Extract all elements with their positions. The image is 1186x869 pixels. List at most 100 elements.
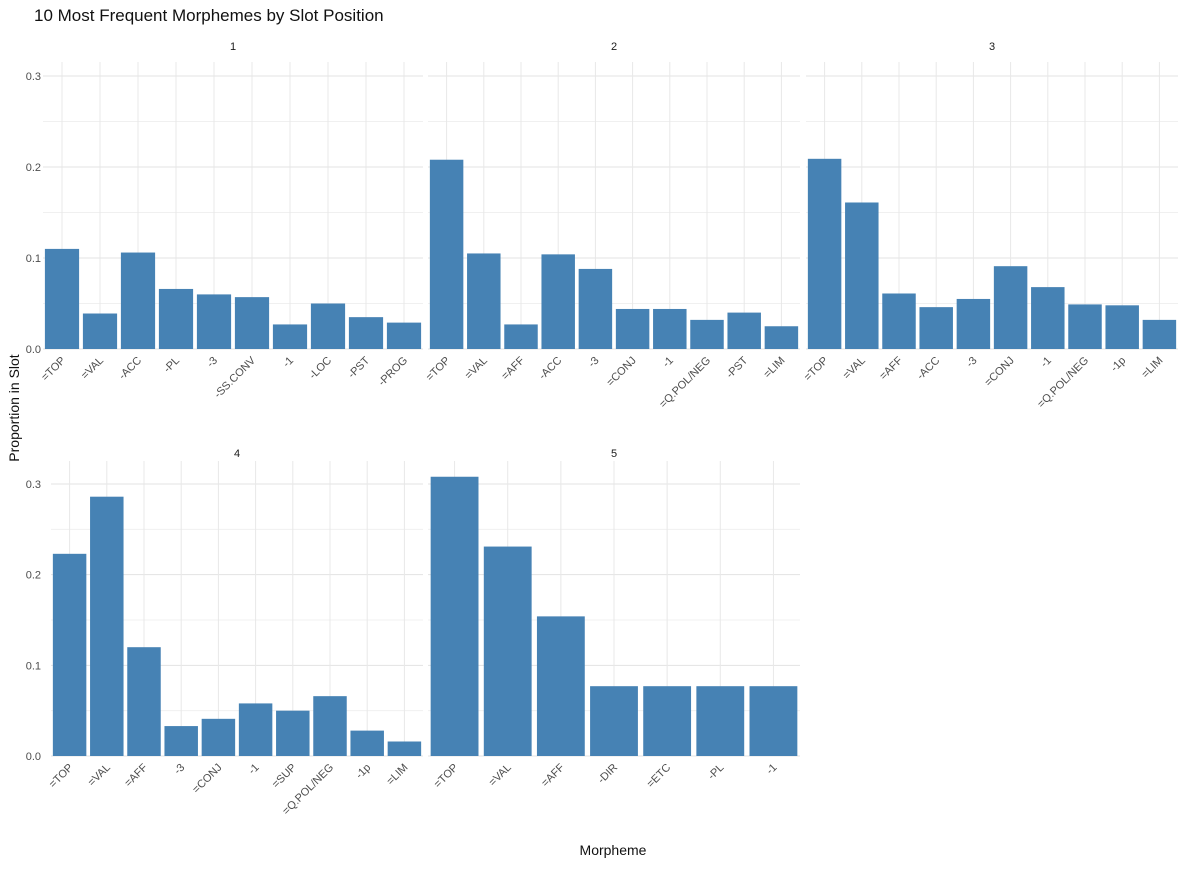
- y-tick-label: 0.1: [26, 660, 41, 672]
- x-tick-label: -PST: [724, 354, 750, 380]
- bar-1-5: [234, 297, 270, 349]
- bar-2-0: [429, 159, 464, 349]
- bar-1-8: [348, 317, 384, 349]
- bar-1-4: [196, 294, 232, 349]
- bar-1-7: [310, 303, 346, 349]
- bar-1-3: [158, 288, 194, 349]
- bar-3-4: [956, 298, 991, 349]
- x-tick-label: -PL: [162, 355, 183, 376]
- bar-4-0: [52, 553, 87, 756]
- bar-5-0: [430, 476, 479, 756]
- bar-3-9: [1142, 319, 1177, 349]
- bar-5-6: [749, 686, 798, 756]
- facet-strip-label: 1: [230, 41, 236, 53]
- facet-panel-2: 2=TOP =VAL =AFF -ACC -3 =CONJ -1=Q.POL/NEG -PST…: [424, 41, 800, 410]
- x-tick-label: =AFF: [122, 761, 150, 789]
- x-tick-label: -3: [205, 355, 220, 370]
- x-tick-label: =TOP: [432, 762, 461, 791]
- x-tick-label: -SS.CONV: [212, 354, 259, 401]
- bar-3-5: [993, 266, 1028, 349]
- bar-4-6: [276, 710, 310, 756]
- bar-4-9: [387, 741, 422, 756]
- facet-panel-3: 3=TOP =VAL =AFF -ACC -3 =CONJ -1=Q.POL/NEG -1p =…: [802, 41, 1178, 410]
- x-tick-label: -ACC: [915, 355, 943, 383]
- x-tick-label: =VAL: [463, 355, 490, 382]
- x-tick-label: -3: [172, 762, 187, 777]
- bar-3-0: [807, 158, 842, 349]
- x-axis-label: Morpheme: [580, 842, 647, 858]
- bar-5-4: [643, 686, 692, 756]
- y-tick-label: 0.1: [26, 253, 41, 265]
- bar-5-3: [590, 686, 638, 756]
- y-tick-label: 0.0: [26, 751, 41, 763]
- x-tick-label: =VAL: [79, 355, 106, 382]
- x-tick-label: -1: [1039, 355, 1054, 370]
- y-tick-label: 0.3: [26, 479, 41, 491]
- x-tick-label: -LOC: [307, 355, 334, 382]
- x-tick-label: -3: [964, 355, 979, 370]
- bar-3-8: [1105, 305, 1139, 349]
- x-tick-label: =CONJ: [605, 355, 639, 389]
- x-tick-label: -1: [661, 355, 676, 370]
- bar-2-4: [578, 268, 613, 349]
- y-axis-label: Proportion in Slot: [6, 354, 22, 462]
- y-tick-label: 0.2: [26, 570, 41, 582]
- x-tick-label: =AFF: [499, 354, 527, 382]
- bar-2-5: [615, 308, 650, 349]
- bar-2-3: [541, 254, 575, 349]
- facet-panel-4: 40.00.10.20.3=TOP =VAL =AFF -3 =CONJ -1 =SUP=Q…: [26, 448, 423, 817]
- facet-strip-label: 4: [234, 448, 240, 460]
- x-tick-label: -DIR: [596, 762, 621, 787]
- x-tick-label: -1: [281, 355, 296, 370]
- x-tick-label: =ETC: [645, 762, 674, 791]
- x-tick-label: =LIM: [385, 762, 411, 788]
- bar-4-2: [127, 647, 161, 756]
- x-tick-label: =VAL: [487, 762, 514, 789]
- y-tick-label: 0.0: [26, 344, 41, 356]
- x-tick-label: -PL: [706, 762, 727, 783]
- x-tick-label: -1p: [1109, 355, 1129, 375]
- bar-3-6: [1031, 287, 1065, 349]
- facet-panels: 10.00.10.20.3=TOP =VAL -ACC -PL -3-SS.CONV -1…: [26, 41, 1178, 817]
- bar-3-3: [919, 307, 953, 349]
- x-tick-label: -PST: [346, 354, 372, 380]
- bar-3-1: [845, 202, 879, 349]
- facet-panel-1: 1 0.0 0.1 0.2 0.3 =TOP =VAL -ACC -PL -3-SS.CONV -1…: [26, 41, 423, 401]
- x-tick-label: =VAL: [86, 762, 113, 789]
- x-tick-label: =VAL: [841, 355, 868, 382]
- x-tick-label: =AFF: [877, 354, 905, 382]
- y-tick-label: 0.3: [26, 71, 41, 83]
- bar-2-7: [690, 319, 724, 349]
- x-tick-label: -3: [586, 355, 601, 370]
- facet-strip-label: 5: [611, 448, 617, 460]
- bar-1-9: [386, 322, 422, 349]
- x-tick-label: =TOP: [802, 355, 831, 384]
- x-tick-label: =CONJ: [983, 355, 1017, 389]
- bar-1-1: [82, 313, 118, 349]
- bar-4-3: [164, 726, 198, 756]
- bar-3-2: [882, 293, 916, 349]
- x-tick-label: =TOP: [39, 355, 68, 384]
- facet-panel-5: 5 =TOP =VAL =AFF -DIR =ETC -PL -1: [428, 448, 800, 791]
- x-tick-label: -ACC: [537, 355, 565, 383]
- bar-4-4: [201, 718, 236, 756]
- chart-title: 10 Most Frequent Morphemes by Slot Posit…: [34, 6, 384, 25]
- x-tick-label: =TOP: [47, 762, 76, 791]
- bar-3-7: [1068, 304, 1102, 349]
- y-tick-label: 0.2: [26, 162, 41, 174]
- bar-1-0: [44, 248, 80, 349]
- bar-1-2: [120, 252, 156, 349]
- x-tick-label: -1: [246, 762, 261, 777]
- bar-2-6: [653, 308, 687, 349]
- x-tick-label: =LIM: [1140, 355, 1166, 381]
- bar-5-1: [483, 546, 532, 756]
- bar-4-8: [350, 730, 384, 756]
- bar-2-1: [467, 253, 501, 349]
- bar-4-5: [238, 703, 273, 756]
- bar-4-1: [90, 496, 124, 756]
- bar-2-9: [764, 326, 799, 349]
- bar-2-8: [727, 312, 761, 349]
- x-tick-label: =SUP: [270, 762, 299, 791]
